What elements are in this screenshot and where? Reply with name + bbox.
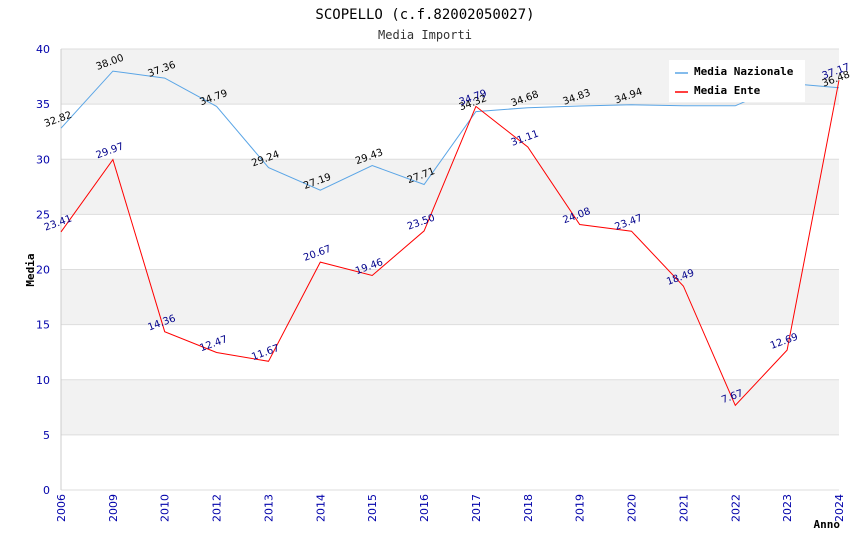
x-tick-label: 2024 <box>833 494 846 522</box>
x-tick-label: 2021 <box>677 494 690 522</box>
grid-band <box>61 324 839 380</box>
legend: Media Nazionale Media Ente <box>669 60 805 102</box>
y-tick-label: 0 <box>43 484 50 497</box>
x-tick-label: 2023 <box>781 494 794 522</box>
y-tick-label: 5 <box>43 429 50 442</box>
x-tick-label: 2017 <box>470 494 483 522</box>
y-tick-label: 10 <box>36 374 50 387</box>
x-tick-label: 2015 <box>366 494 379 522</box>
legend-box <box>669 60 805 102</box>
y-tick-label: 30 <box>36 153 50 166</box>
x-tick-label: 2013 <box>262 494 275 522</box>
y-tick-label: 35 <box>36 98 50 111</box>
x-axis-ticks: 2006 2009 2010 2012 2013 2014 2015 2016 2017 2018… <box>55 494 846 522</box>
x-tick-label: 2014 <box>314 494 327 522</box>
gridlines <box>60 48 839 491</box>
chart-subtitle: Media Importi <box>378 28 472 42</box>
y-tick-label: 15 <box>36 319 50 332</box>
x-tick-label: 2019 <box>574 494 587 522</box>
x-tick-label: 2022 <box>729 494 742 522</box>
grid-band <box>61 269 839 325</box>
x-tick-label: 2016 <box>418 494 431 522</box>
x-tick-label: 2010 <box>159 494 172 522</box>
grid-bands <box>61 49 839 490</box>
series-group <box>60 70 840 407</box>
grid-band <box>61 434 839 490</box>
y-tick-label: 25 <box>36 208 50 221</box>
grid-band <box>61 379 839 435</box>
y-tick-label: 20 <box>36 264 50 277</box>
x-tick-label: 2009 <box>107 494 120 522</box>
series-line-media-nazionale <box>60 70 840 191</box>
chart-title: SCOPELLO (c.f.82002050027) <box>315 7 534 23</box>
y-tick-label: 40 <box>36 43 50 56</box>
x-tick-label: 2018 <box>522 494 535 522</box>
x-tick-label: 2006 <box>55 494 68 522</box>
x-tick-label: 2020 <box>626 494 639 522</box>
legend-label-media-ente: Media Ente <box>694 84 761 97</box>
series-line-media-ente <box>60 80 840 407</box>
legend-label-media-nazionale: Media Nazionale <box>694 65 794 78</box>
x-tick-label: 2012 <box>211 494 224 522</box>
y-axis-label: Media <box>24 253 37 286</box>
y-axis-ticks: 0 5 10 15 20 25 30 35 40 <box>36 43 50 497</box>
grid-band <box>61 214 839 270</box>
grid-band <box>61 104 839 160</box>
x-axis-label: Anno <box>814 518 841 531</box>
